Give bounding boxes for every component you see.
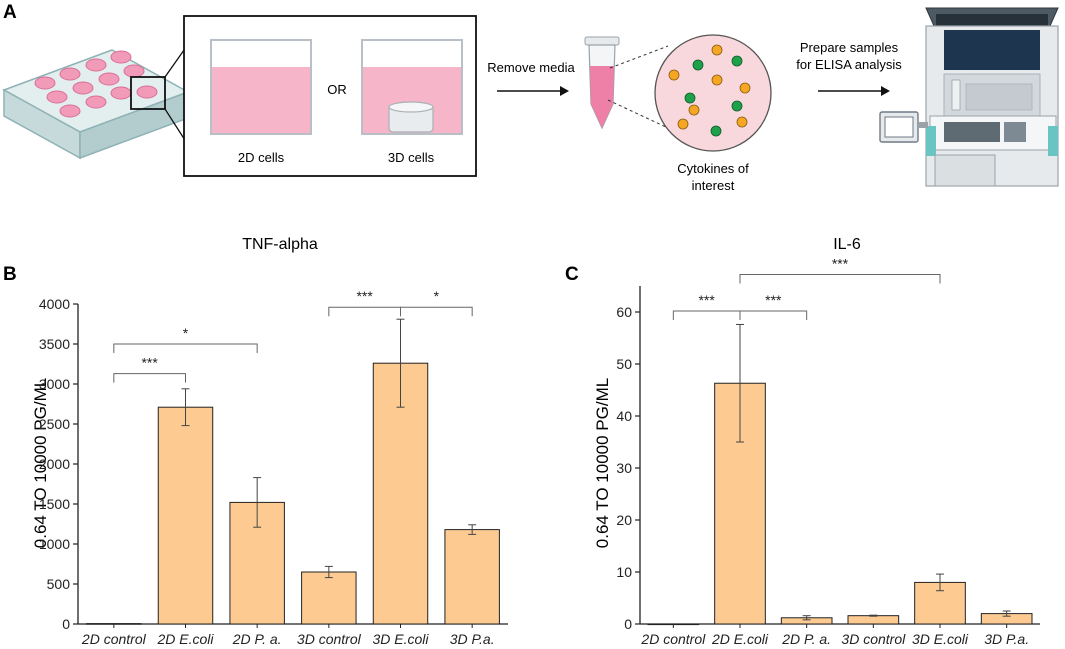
y-tick-label: 3000: [39, 376, 70, 392]
panel-c-letter: C: [565, 264, 579, 285]
significance-label: ***: [765, 292, 782, 308]
elisa-machine-illustration: [879, 7, 1059, 187]
y-tick-label: 0: [62, 616, 70, 632]
chart-b-plot: 0 500 1000 1500 2000 2500 3000 3500 4000 2D contr…: [39, 288, 508, 647]
x-tick-label: 3D P.a.: [984, 631, 1029, 647]
y-tick-label: 10: [616, 564, 632, 580]
significance-bracket: [739, 274, 941, 284]
well-3d-label: 3D cells: [388, 150, 435, 165]
significance-label: *: [183, 325, 189, 341]
x-tick-label: 3D control: [297, 631, 362, 647]
y-tick-label: 2000: [39, 456, 70, 472]
panel-c: C IL-6 0.64 TO 10000 PG/ML 0 10 20 30 40 50 60…: [565, 236, 1040, 647]
prepare-samples-label-line1: Prepare samples: [800, 40, 899, 55]
chart-c-ylabel: 0.64 TO 10000 PG/ML: [593, 378, 612, 548]
y-tick-label: 1000: [39, 536, 70, 552]
chart-b-title: TNF-alpha: [242, 236, 318, 253]
panel-a: A: [2, 2, 1059, 193]
bar: [847, 615, 900, 625]
x-tick-label: 3D E.coli: [372, 631, 429, 647]
y-tick-label: 0: [624, 616, 632, 632]
significance-label: *: [434, 288, 440, 304]
bar: [157, 406, 214, 625]
chart-c-title: IL-6: [833, 236, 861, 253]
y-tick-label: 30: [616, 460, 632, 476]
chart-c-plot: 0 10 20 30 40 50 60 2D control 2D E.coli 2D P. a.…: [616, 256, 1040, 647]
x-tick-label: 2D E.coli: [711, 631, 769, 647]
significance-bracket: [328, 306, 401, 317]
cytokines-label-line1: Cytokines of: [677, 161, 749, 176]
y-tick-label: 4000: [39, 296, 70, 312]
y-tick-label: 50: [616, 356, 632, 372]
well-3d-illustration: [361, 39, 463, 135]
significance-bracket: [113, 343, 258, 353]
x-tick-label: 2D P. a.: [232, 631, 282, 647]
significance-label: ***: [356, 288, 373, 304]
significance-bracket: [672, 310, 741, 320]
y-tick-label: 1500: [39, 496, 70, 512]
significance-bracket: [739, 310, 808, 320]
bar: [444, 529, 500, 625]
or-label: OR: [327, 82, 347, 97]
panel-b-letter: B: [3, 264, 17, 285]
x-tick-label: 3D P.a.: [450, 631, 495, 647]
cytokines-circle-illustration: [654, 34, 772, 152]
x-tick-label: 3D E.coli: [912, 631, 969, 647]
well-2d-illustration: [210, 39, 312, 135]
cytokines-label-line2: interest: [692, 178, 735, 193]
chart-b-ylabel: 0.64 TO 10000 PG/ML: [31, 378, 50, 548]
remove-media-label: Remove media: [487, 60, 575, 75]
x-tick-label: 2D P. a.: [781, 631, 831, 647]
significance-label: ***: [141, 355, 158, 371]
x-tick-label: 2D control: [81, 631, 147, 647]
arrow-right-icon-2: [818, 86, 890, 96]
x-tick-label: 2D E.coli: [156, 631, 214, 647]
panel-b: B TNF-alpha 0.64 TO 10000 PG/ML 0 500 1000…: [3, 236, 508, 647]
arrow-right-icon: [497, 86, 569, 96]
significance-label: ***: [832, 256, 849, 272]
y-tick-label: 40: [616, 408, 632, 424]
y-tick-label: 3500: [39, 336, 70, 352]
prepare-samples-label-line2: for ELISA analysis: [796, 57, 902, 72]
x-tick-label: 3D control: [841, 631, 906, 647]
x-tick-label: 2D control: [640, 631, 706, 647]
well-plate-illustration: [2, 15, 209, 177]
significance-bracket: [113, 373, 186, 383]
panel-a-letter: A: [3, 2, 17, 23]
well-2d-label: 2D cells: [238, 150, 285, 165]
y-tick-label: 500: [47, 576, 71, 592]
sample-tube-illustration: [584, 36, 669, 130]
significance-bracket: [400, 306, 473, 317]
y-tick-label: 20: [616, 512, 632, 528]
y-tick-label: 60: [616, 304, 632, 320]
bar: [301, 571, 357, 625]
significance-label: ***: [698, 292, 715, 308]
y-tick-label: 2500: [39, 416, 70, 432]
